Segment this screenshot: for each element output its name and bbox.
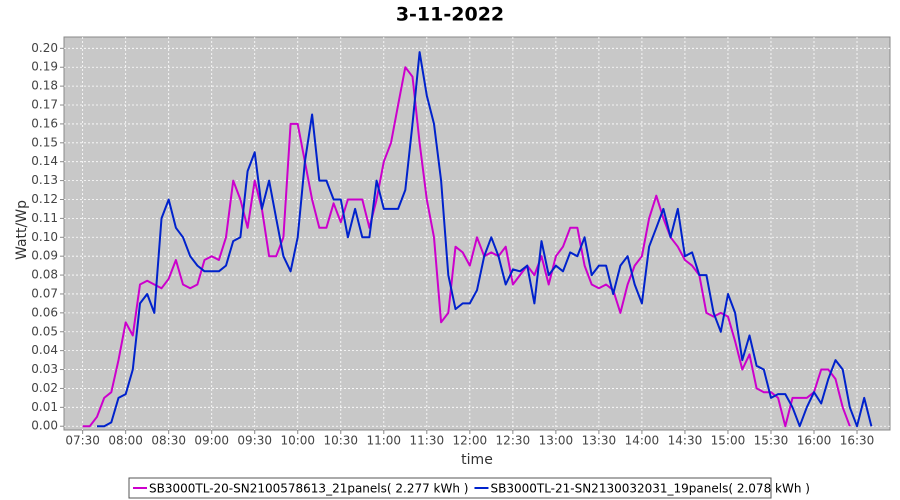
y-tick-label: 0.04: [31, 343, 58, 357]
y-tick-label: 0.17: [31, 98, 58, 112]
y-tick-label: 0.02: [31, 381, 58, 395]
legend: [128, 477, 772, 499]
series-line: [82, 66, 851, 428]
x-tick-label: 07:30: [65, 434, 100, 448]
x-tick-label: 12:30: [496, 434, 531, 448]
y-tick-label: 0.18: [31, 79, 58, 93]
y-tick-label: 0.01: [31, 400, 58, 414]
x-tick-label: 13:00: [539, 434, 574, 448]
plot-area: [63, 36, 891, 431]
x-axis-label: time: [461, 452, 493, 468]
legend-label: SB3000TL-21-SN2130032031_19panels( 2.078…: [490, 482, 809, 496]
y-tick-label: 0.11: [31, 211, 58, 225]
x-tick-label: 09:00: [194, 434, 229, 448]
x-tick-label: 08:00: [108, 434, 143, 448]
chart-title: 3-11-2022: [396, 4, 504, 26]
legend-label: SB3000TL-20-SN2100578613_21panels( 2.277…: [149, 482, 468, 496]
y-tick-label: 0.05: [31, 324, 58, 338]
series-line: [97, 51, 873, 428]
x-tick-label: 15:00: [711, 434, 746, 448]
x-tick-label: 15:30: [754, 434, 789, 448]
x-tick-label: 10:30: [323, 434, 358, 448]
y-tick-label: 0.12: [31, 192, 58, 206]
y-tick-label: 0.20: [31, 41, 58, 55]
x-tick-label: 16:30: [840, 434, 875, 448]
y-tick-label: 0.07: [31, 286, 58, 300]
y-tick-label: 0.00: [31, 419, 58, 433]
x-tick-label: 11:30: [410, 434, 445, 448]
x-tick-label: 08:30: [151, 434, 186, 448]
x-tick-label: 14:30: [668, 434, 703, 448]
y-tick-label: 0.10: [31, 230, 58, 244]
y-tick-label: 0.03: [31, 362, 58, 376]
x-tick-label: 09:30: [237, 434, 272, 448]
x-tick-label: 11:00: [366, 434, 401, 448]
y-tick-label: 0.15: [31, 135, 58, 149]
x-tick-label: 10:00: [280, 434, 315, 448]
x-tick-label: 13:30: [582, 434, 617, 448]
legend-items: SB3000TL-20-SN2100578613_21panels( 2.277…: [133, 482, 810, 496]
x-tick-label: 12:00: [453, 434, 488, 448]
y-tick-label: 0.09: [31, 249, 58, 263]
y-tick-label: 0.16: [31, 116, 58, 130]
y-axis-label: Watt/Wp: [14, 200, 30, 260]
y-tick-label: 0.13: [31, 173, 58, 187]
y-tick-label: 0.06: [31, 305, 58, 319]
y-tick-label: 0.14: [31, 154, 58, 168]
y-tick-label: 0.08: [31, 268, 58, 282]
x-tick-label: 14:00: [625, 434, 660, 448]
y-tick-label: 0.19: [31, 60, 58, 74]
x-tick-label: 16:00: [797, 434, 832, 448]
